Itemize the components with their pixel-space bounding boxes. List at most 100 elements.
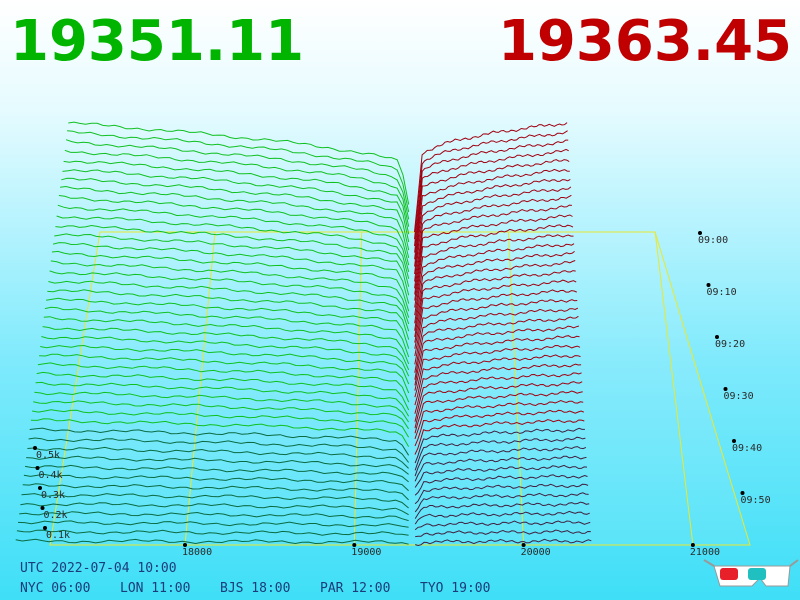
time-label: 09:30 xyxy=(724,391,754,402)
utc-time: UTC 2022-07-04 10:00 xyxy=(20,561,177,576)
ask-price: 19363.45 xyxy=(498,9,792,74)
bid-depth-line xyxy=(44,306,410,358)
bid-depth-line xyxy=(50,260,410,318)
time-tick xyxy=(723,387,728,391)
price-grid-line xyxy=(507,231,525,546)
bid-depth-line xyxy=(28,437,409,463)
ask-depth-line xyxy=(414,224,574,308)
volume-label: 0.3k xyxy=(41,490,65,501)
price-label: 19000 xyxy=(351,547,381,558)
time-label: 09:20 xyxy=(715,339,745,350)
bid-depth-line xyxy=(57,204,410,273)
bid-depth-line xyxy=(64,149,410,227)
bid-depth-line xyxy=(62,169,410,243)
time-zone: PAR 12:00 xyxy=(320,581,390,596)
bid-depth-line xyxy=(65,139,410,220)
volume-tick xyxy=(35,466,40,470)
bid-depth-line xyxy=(34,391,410,423)
time-label: 09:10 xyxy=(707,287,737,298)
volume-tick xyxy=(38,486,42,490)
bid-depth-line xyxy=(16,529,409,536)
price-grid-line xyxy=(654,231,694,546)
bid-depth-line xyxy=(26,455,409,475)
price-label: 21000 xyxy=(690,547,720,558)
bid-depth-line xyxy=(19,511,409,522)
ask-depth-line xyxy=(414,307,579,373)
ask-depth-line xyxy=(414,381,583,429)
ask-depth-line xyxy=(414,260,576,338)
time-tick xyxy=(698,231,702,235)
bid-depth-line xyxy=(63,160,410,235)
volume-tick xyxy=(33,446,37,450)
time-label: 09:40 xyxy=(732,443,762,454)
bid-depth-line xyxy=(23,473,409,492)
time-tick xyxy=(740,491,745,495)
ask-depth-line xyxy=(414,474,588,496)
bid-depth-line xyxy=(29,427,410,456)
bid-depth-line xyxy=(43,316,410,365)
bid-depth-line xyxy=(67,130,410,213)
bid-depth-line xyxy=(15,538,409,545)
ask-depth-line xyxy=(414,130,568,240)
volume-label: 0.5k xyxy=(36,450,60,461)
time-tick xyxy=(706,283,711,287)
ask-depth-line xyxy=(414,390,583,434)
bid-depth-line xyxy=(25,464,409,483)
volume-label: 0.1k xyxy=(46,530,70,541)
ask-depth-line xyxy=(414,159,570,260)
ask-depth-line xyxy=(415,538,592,547)
bid-depth-line xyxy=(51,250,410,312)
bid-depth-line xyxy=(49,270,410,325)
bid-depth-line xyxy=(41,336,410,377)
bid-depth-line xyxy=(36,371,410,411)
axis-labels: 18000 19000 20000 21000 0.1k 0.2k 0.3k 0.4k 0.5k… xyxy=(33,231,771,558)
bid-depth-line xyxy=(55,224,410,287)
price-tick xyxy=(521,543,526,547)
ask-depth-line xyxy=(414,250,575,331)
volume-label: 0.4k xyxy=(39,470,63,481)
ask-depth-line xyxy=(414,122,568,233)
ask-depth-line xyxy=(414,446,587,477)
time-zone: TYO 19:00 xyxy=(420,581,490,596)
ask-depth-line xyxy=(414,372,582,422)
ask-depth-line xyxy=(414,214,573,301)
ask-depth-line xyxy=(414,335,580,391)
ask-depth-line xyxy=(414,510,590,525)
price-grid-line xyxy=(184,231,216,546)
bid-depth-line xyxy=(22,483,409,501)
time-zone: NYC 06:00 xyxy=(20,581,90,596)
ask-depth-line xyxy=(414,419,585,455)
price-tick xyxy=(352,543,357,547)
ask-depth-line xyxy=(414,436,586,471)
ask-depth-line xyxy=(414,363,582,414)
price-grid-line xyxy=(353,231,363,546)
ask-depth-line xyxy=(414,492,589,513)
volume-tick xyxy=(43,526,47,530)
ask-depth-line xyxy=(414,464,588,488)
volume-label: 0.2k xyxy=(44,510,68,521)
bid-depth-line xyxy=(47,289,410,340)
glasses-icon xyxy=(703,559,799,587)
bid-depth-line xyxy=(40,344,410,385)
time-zone: LON 11:00 xyxy=(120,581,190,596)
bid-depth-line xyxy=(21,493,409,509)
time-tick xyxy=(715,335,719,339)
ask-depth-line xyxy=(414,194,572,289)
time-label: 09:50 xyxy=(741,495,771,506)
floor-outline xyxy=(49,231,751,546)
bid-depth-line xyxy=(17,520,409,528)
bid-depth-line xyxy=(35,381,410,417)
ask-depth-line xyxy=(414,354,581,406)
bid-depth-line xyxy=(42,326,410,371)
ask-depth-line xyxy=(414,270,576,343)
price-label: 18000 xyxy=(182,547,212,558)
bid-depth-line xyxy=(54,233,410,296)
ask-depth-line xyxy=(414,178,571,275)
ask-depth-line xyxy=(414,289,577,357)
bid-depth-line xyxy=(52,242,410,304)
ask-depth-line xyxy=(414,399,584,439)
bid-depth-line xyxy=(39,353,410,394)
price-tick xyxy=(690,543,695,547)
volume-tick xyxy=(40,506,45,510)
floor-grid xyxy=(49,231,751,547)
